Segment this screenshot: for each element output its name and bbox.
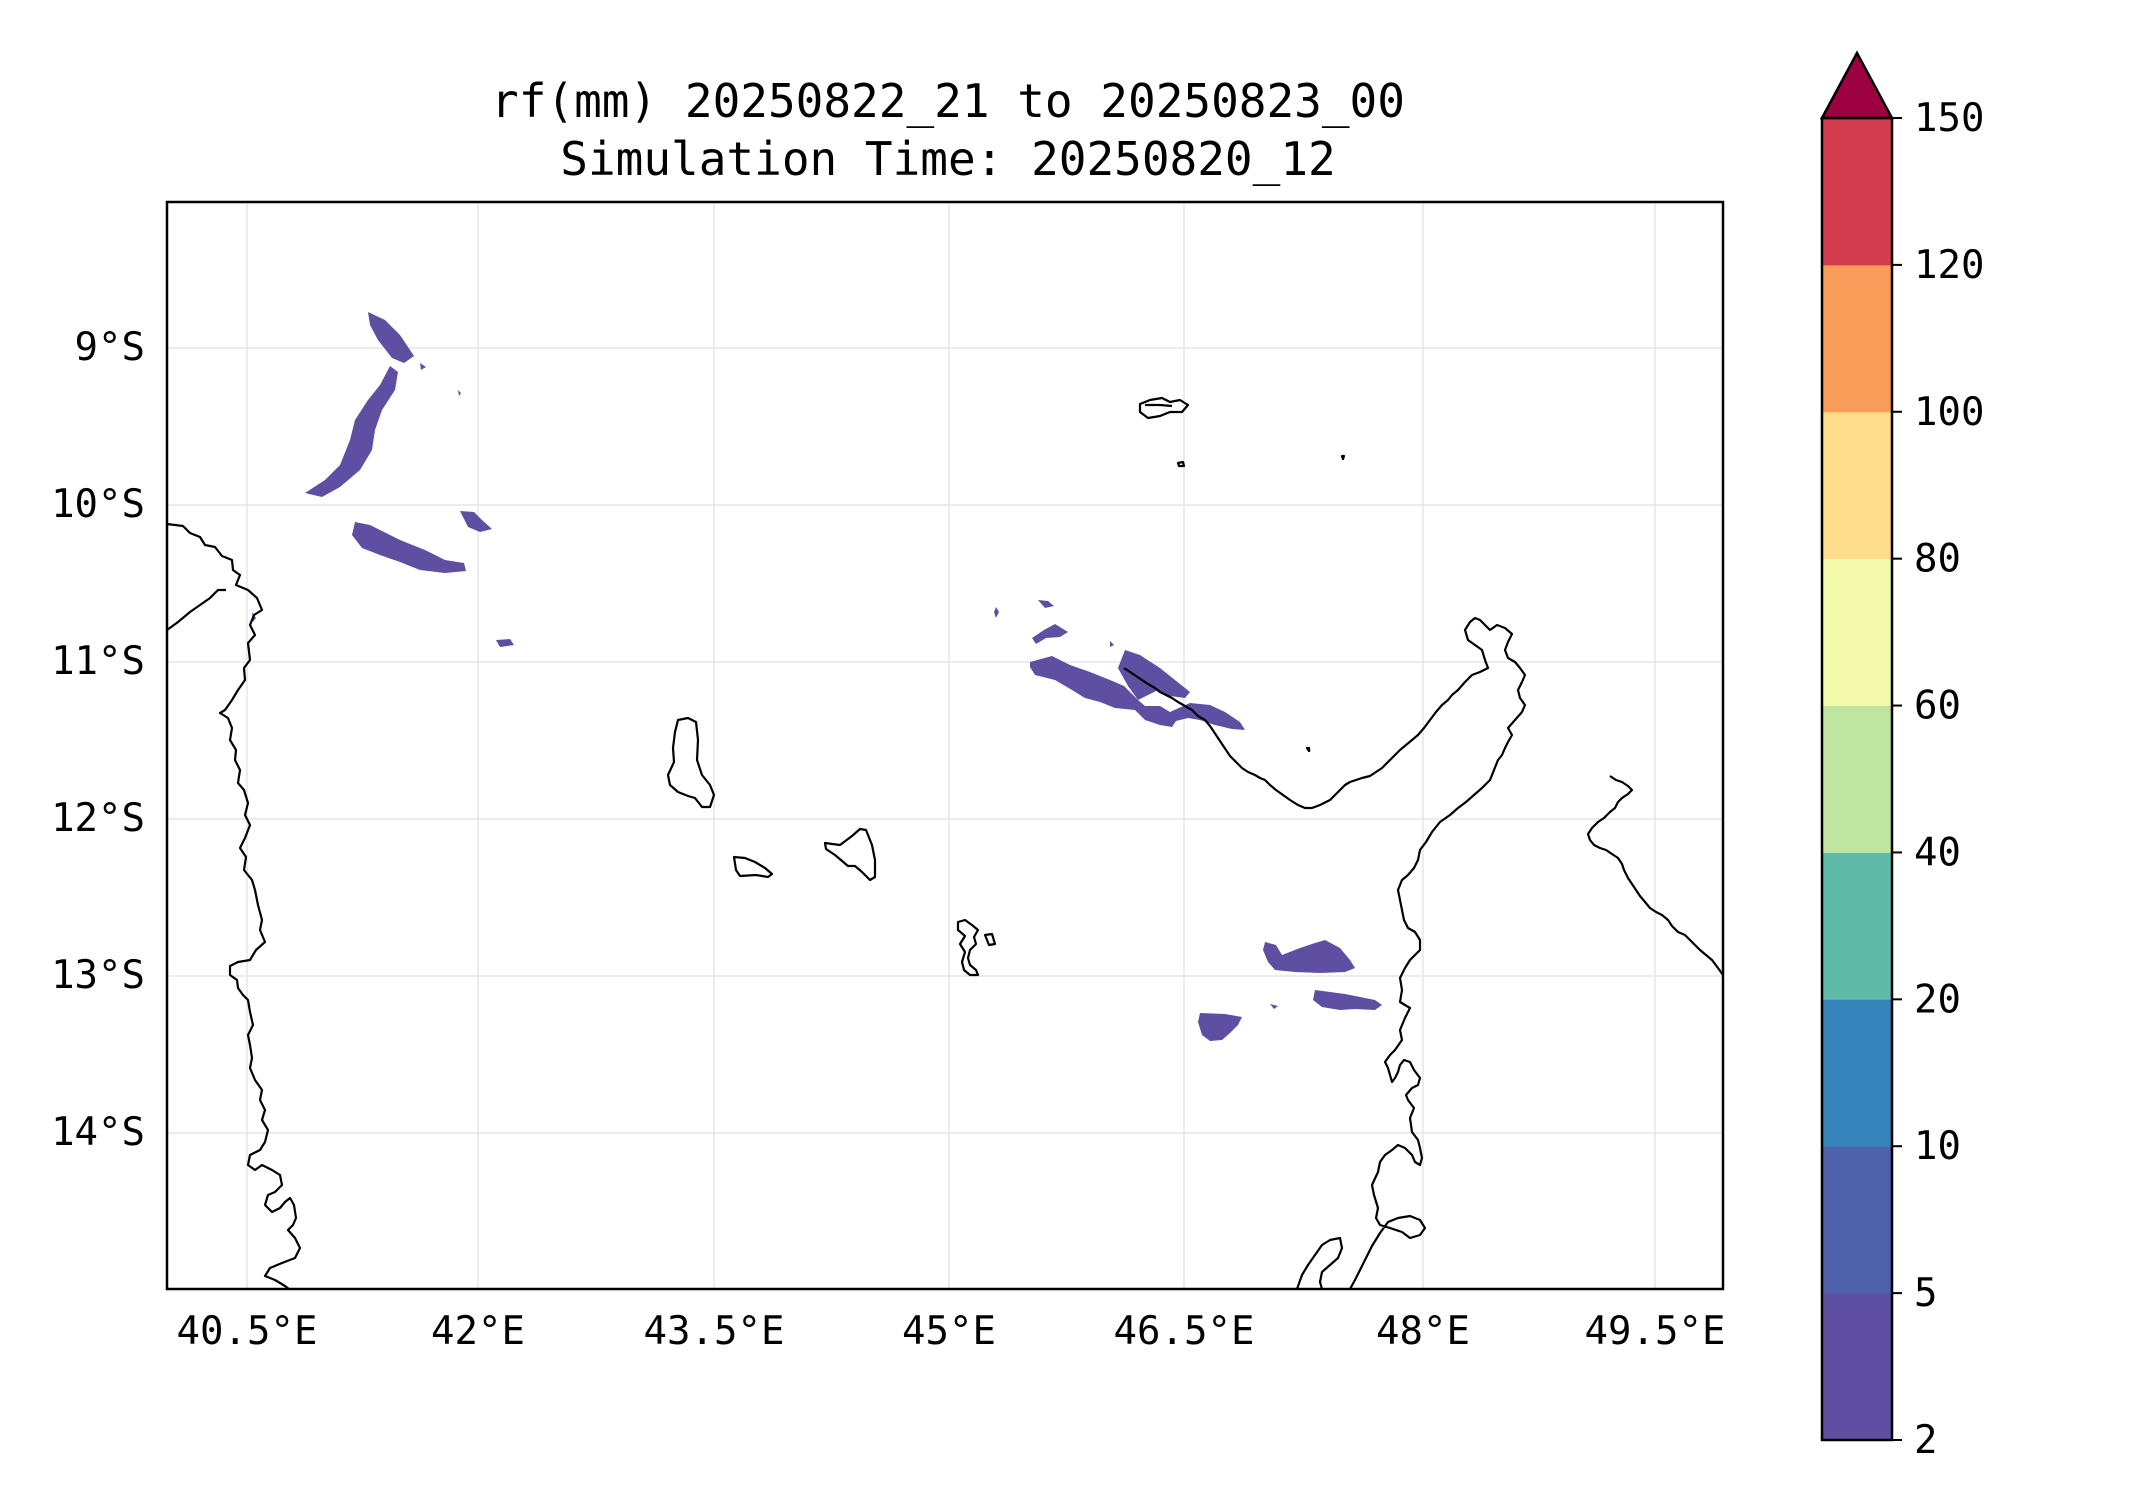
colorbar-tick-label: 150 — [1914, 96, 1984, 141]
coastlines — [166, 396, 1724, 1290]
map-panel: 40.5°E 42°E 43.5°E 45°E 46.5°E 48°E 49.5… — [51, 200, 1726, 1354]
y-tick-label: 10°S — [51, 482, 145, 527]
colorbar-segment — [1822, 118, 1892, 266]
rain-patch — [1198, 1013, 1242, 1041]
y-tick-label: 9°S — [75, 325, 145, 370]
coastline-islet-2 — [1340, 454, 1346, 461]
rain-patch — [994, 607, 999, 618]
coastline-islet-1 — [1176, 460, 1186, 468]
colorbar-tick-label: 2 — [1914, 1418, 1937, 1463]
map-background — [167, 202, 1723, 1289]
x-tick-label: 43.5°E — [644, 1309, 785, 1354]
rain-patch — [1030, 656, 1245, 730]
colorbar-tick-label: 120 — [1914, 243, 1984, 288]
rain-patch — [368, 312, 414, 363]
colorbar-segment — [1822, 705, 1892, 853]
x-tick-label: 48°E — [1376, 1309, 1470, 1354]
y-tick-label: 12°S — [51, 796, 145, 841]
title-line-2: Simulation Time: 20250820_12 — [560, 132, 1335, 186]
coastline-mainland-west — [166, 522, 302, 1290]
gridlines — [167, 202, 1723, 1289]
y-tick-label: 11°S — [51, 639, 145, 684]
colorbar-tick-label: 5 — [1914, 1271, 1937, 1316]
rain-patch — [352, 522, 466, 573]
colorbar-segment — [1822, 1293, 1892, 1441]
colorbar-tick-label: 40 — [1914, 830, 1961, 875]
coastline-grande-comore — [666, 716, 716, 809]
colorbar-segment — [1822, 264, 1892, 413]
x-tick-label: 40.5°E — [177, 1309, 318, 1354]
rain-patch — [1263, 940, 1355, 973]
coastline-mainland-north — [166, 588, 226, 631]
colorbar-segment — [1822, 1146, 1892, 1294]
colorbar-tick-label: 100 — [1914, 390, 1984, 435]
coastline-anjouan — [823, 827, 877, 882]
rain-patch — [1032, 624, 1068, 644]
colorbar-tick-label: 10 — [1914, 1124, 1961, 1169]
colorbar-tick-label: 60 — [1914, 684, 1961, 729]
colorbar-extend-arrow — [1819, 50, 1895, 120]
colorbar-segment — [1822, 852, 1892, 1000]
map-frame — [165, 200, 1725, 1291]
rain-patch — [1110, 641, 1114, 647]
rainfall-patches — [252, 312, 1382, 1041]
x-tick-label: 49.5°E — [1585, 1309, 1726, 1354]
rain-patch — [1313, 990, 1382, 1010]
coastline-mayotte — [956, 918, 997, 977]
y-tick-label: 14°S — [51, 1110, 145, 1155]
colorbar-tick-label: 20 — [1914, 977, 1961, 1022]
x-tick-label: 42°E — [431, 1309, 525, 1354]
rain-patch — [305, 366, 398, 497]
x-tick-label: 45°E — [902, 1309, 996, 1354]
colorbar-ticks: 2 5 10 20 40 60 80 100 120 150 — [1892, 96, 1984, 1463]
colorbar-segments — [1822, 118, 1892, 1441]
colorbar-frame — [1820, 116, 1894, 1442]
colorbar-segment — [1822, 411, 1892, 560]
y-axis-ticks: 9°S 10°S 11°S 12°S 13°S 14°S — [51, 325, 145, 1155]
rain-patch — [1038, 600, 1054, 608]
coastline-glorioso — [1138, 396, 1190, 420]
colorbar-segment — [1822, 999, 1892, 1147]
colorbar-tick-label: 80 — [1914, 537, 1961, 582]
rain-patch — [1270, 1004, 1278, 1009]
x-tick-label: 46.5°E — [1114, 1309, 1255, 1354]
rain-patch — [496, 639, 514, 647]
rain-patch — [458, 390, 461, 396]
colorbar-segment — [1822, 558, 1892, 707]
coastline-islet-3 — [1305, 746, 1311, 753]
coastline-moheli — [732, 855, 774, 879]
rain-patch — [460, 511, 492, 532]
colorbar: 2 5 10 20 40 60 80 100 120 150 — [1819, 50, 1984, 1463]
coastline-madagascar-north — [1586, 775, 1724, 976]
title-line-1: rf(mm) 20250822_21 to 20250823_00 — [491, 74, 1405, 128]
coastline-madagascar — [1123, 616, 1527, 1290]
rain-patch — [420, 363, 426, 370]
rain-patch — [1118, 650, 1190, 700]
x-axis-ticks: 40.5°E 42°E 43.5°E 45°E 46.5°E 48°E 49.5… — [177, 1309, 1726, 1354]
y-tick-label: 13°S — [51, 953, 145, 998]
